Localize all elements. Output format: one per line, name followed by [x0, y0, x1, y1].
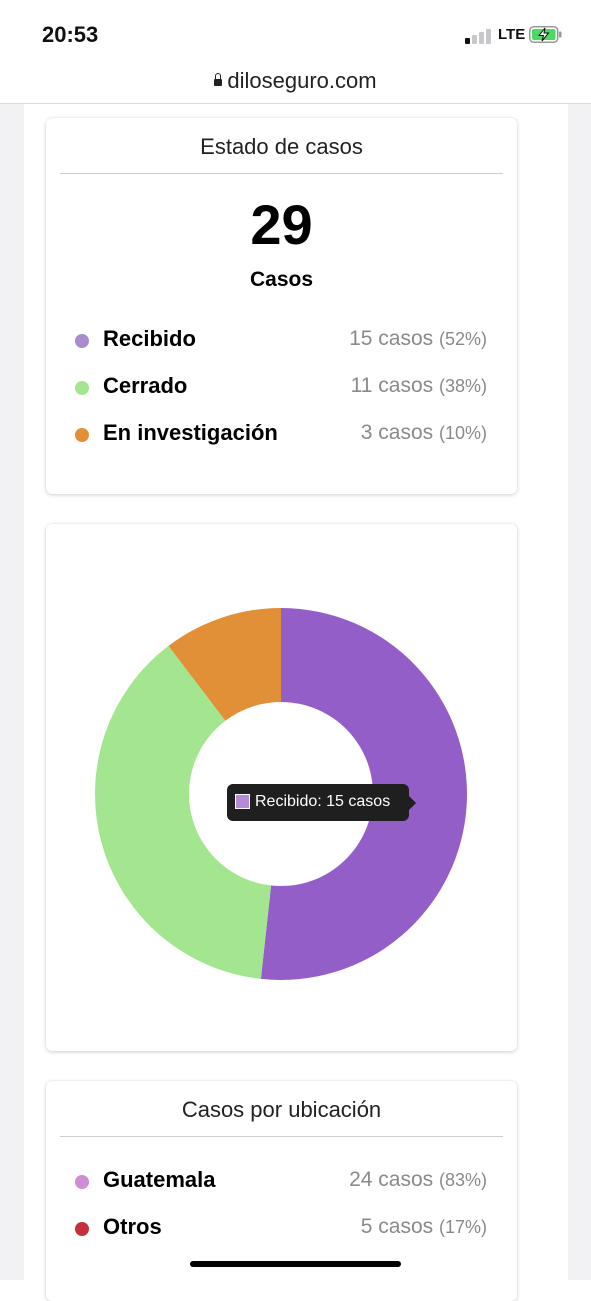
status-value: 11 casos (38%) — [351, 374, 487, 398]
tooltip-swatch — [235, 794, 250, 809]
lock-icon — [214, 73, 223, 86]
card-title: Casos por ubicación — [181, 1097, 382, 1122]
card-divider — [60, 1136, 503, 1137]
card-title: Estado de casos — [200, 134, 363, 159]
chart-tooltip: Recibido: 15 casos — [227, 784, 416, 821]
address-bar[interactable]: diloseguro.com — [0, 62, 591, 104]
total-cases-label: Casos — [249, 268, 314, 291]
donut-slice-en-investigaci-n[interactable] — [168, 608, 281, 721]
location-count: 24 casos — [349, 1168, 434, 1191]
signal-strength-icon — [465, 28, 493, 44]
status-value: 15 casos (52%) — [349, 327, 487, 351]
status-label: Recibido — [103, 326, 196, 351]
location-count: 5 casos — [360, 1215, 434, 1238]
donut-slice-cerrado[interactable] — [95, 645, 272, 979]
status-count: 15 casos — [349, 327, 434, 350]
location-row-otros: Otros 5 casos (17%) — [72, 1214, 487, 1244]
location-percent: (17%) — [438, 1217, 487, 1237]
status-row-cerrado: Cerrado 11 casos (38%) — [72, 373, 487, 403]
url-label: diloseguro.com — [227, 68, 377, 93]
status-value: 3 casos (10%) — [361, 421, 487, 445]
status-count: 11 casos — [350, 374, 434, 397]
status-label: Cerrado — [103, 373, 188, 398]
location-row-guatemala: Guatemala 24 casos (83%) — [72, 1167, 487, 1197]
legend-dot-recibido — [75, 334, 89, 348]
battery-charging-icon — [529, 26, 562, 43]
total-cases: 29 — [250, 193, 313, 256]
status-row-recibido: Recibido 15 casos (52%) — [72, 326, 487, 356]
status-percent: (10%) — [438, 423, 487, 443]
location-value: 24 casos (83%) — [349, 1168, 487, 1192]
status-bar: 20:53 LTE — [0, 0, 591, 62]
donut-chart[interactable] — [46, 524, 517, 1051]
card-divider — [60, 173, 503, 174]
status-percent: (52%) — [438, 329, 487, 349]
legend-dot-cerrado — [75, 381, 89, 395]
location-percent: (83%) — [438, 1170, 487, 1190]
tooltip-text: Recibido: 15 casos — [255, 793, 391, 810]
legend-dot-en-investigacion — [75, 428, 89, 442]
legend-dot-otros — [75, 1222, 89, 1236]
donut-slice-recibido[interactable] — [260, 608, 467, 980]
chart-card — [46, 524, 517, 1051]
location-value: 5 casos (17%) — [361, 1215, 487, 1239]
url-text[interactable]: diloseguro.com — [214, 68, 377, 94]
status-percent: (38%) — [438, 376, 487, 396]
network-type: LTE — [498, 26, 526, 43]
estado-card: Estado de casos 29 Casos Recibido 15 cas… — [46, 118, 517, 494]
ubicacion-card: Casos por ubicación Guatemala 24 casos (… — [46, 1081, 517, 1301]
address-bar-divider — [0, 103, 591, 104]
location-label: Otros — [103, 1214, 162, 1239]
status-count: 3 casos — [360, 421, 434, 444]
status-time: 20:53 — [42, 22, 99, 47]
legend-dot-guatemala — [75, 1175, 89, 1189]
home-indicator — [190, 1261, 401, 1267]
location-label: Guatemala — [103, 1167, 216, 1192]
status-row-en-investigacion: En investigación 3 casos (10%) — [72, 420, 487, 450]
status-label: En investigación — [103, 420, 278, 445]
